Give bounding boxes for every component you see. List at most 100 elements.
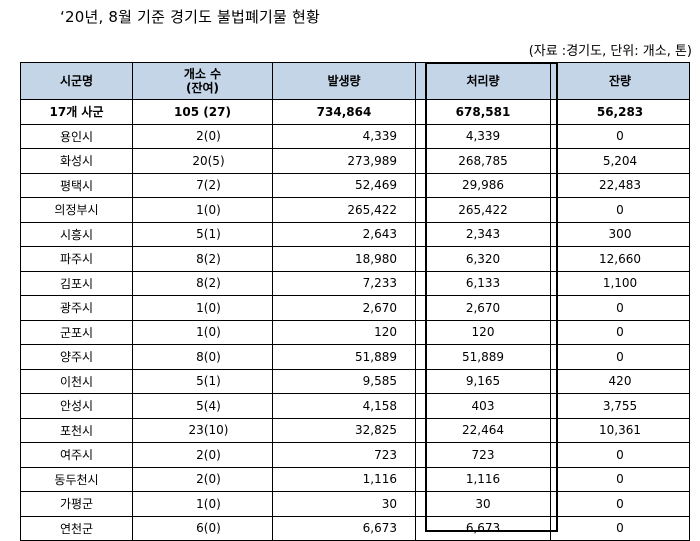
cell-processed: 403 — [415, 393, 551, 419]
header-generated: 발생량 — [272, 62, 416, 100]
cell-region: 파주시 — [20, 246, 133, 272]
cell-processed: 6,320 — [415, 246, 551, 272]
header-remaining: 잔량 — [550, 62, 690, 100]
total-count: 105 (27) — [132, 99, 273, 125]
cell-region: 연천군 — [20, 515, 133, 541]
header-region: 시군명 — [20, 62, 133, 100]
cell-region: 여주시 — [20, 442, 133, 468]
table-row: 양주시 8(0) 51,889 51,889 0 — [20, 344, 690, 370]
waste-status-table: 시군명 개소 수 (잔여) 발생량 처리량 잔량 17개 사군 105 (27)… — [20, 62, 690, 541]
cell-count: 2(0) — [132, 442, 273, 468]
cell-processed: 265,422 — [415, 197, 551, 223]
cell-region: 광주시 — [20, 295, 133, 321]
cell-remaining: 5,204 — [550, 148, 690, 174]
cell-remaining: 420 — [550, 368, 690, 394]
cell-count: 1(0) — [132, 295, 273, 321]
cell-count: 5(1) — [132, 368, 273, 394]
total-region: 17개 사군 — [20, 99, 133, 125]
table-row: 가평군 1(0) 30 30 0 — [20, 491, 690, 517]
cell-region: 김포시 — [20, 270, 133, 296]
total-processed: 678,581 — [415, 99, 551, 125]
table-row: 화성시 20(5) 273,989 268,785 5,204 — [20, 148, 690, 174]
table-row: 의정부시 1(0) 265,422 265,422 0 — [20, 197, 690, 223]
cell-remaining: 300 — [550, 221, 690, 247]
cell-processed: 120 — [415, 319, 551, 345]
header-row: 시군명 개소 수 (잔여) 발생량 처리량 잔량 — [20, 62, 690, 100]
cell-count: 1(0) — [132, 197, 273, 223]
cell-region: 평택시 — [20, 172, 133, 198]
source-unit-note: (자료 :경기도, 단위: 개소, 톤) — [528, 44, 692, 59]
cell-remaining: 22,483 — [550, 172, 690, 198]
table-row: 광주시 1(0) 2,670 2,670 0 — [20, 295, 690, 321]
cell-generated: 32,825 — [272, 417, 416, 443]
cell-region: 동두천시 — [20, 466, 133, 492]
cell-remaining: 0 — [550, 319, 690, 345]
total-row: 17개 사군 105 (27) 734,864 678,581 56,283 — [20, 99, 690, 125]
cell-processed: 9,165 — [415, 368, 551, 394]
cell-processed: 29,986 — [415, 172, 551, 198]
cell-processed: 30 — [415, 491, 551, 517]
cell-generated: 52,469 — [272, 172, 416, 198]
table-row: 파주시 8(2) 18,980 6,320 12,660 — [20, 246, 690, 272]
cell-region: 양주시 — [20, 344, 133, 370]
cell-count: 2(0) — [132, 123, 273, 149]
cell-processed: 1,116 — [415, 466, 551, 492]
cell-processed: 22,464 — [415, 417, 551, 443]
cell-remaining: 3,755 — [550, 393, 690, 419]
cell-generated: 18,980 — [272, 246, 416, 272]
cell-processed: 6,133 — [415, 270, 551, 296]
cell-processed: 6,673 — [415, 515, 551, 541]
cell-remaining: 12,660 — [550, 246, 690, 272]
cell-remaining: 0 — [550, 123, 690, 149]
table-row: 김포시 8(2) 7,233 6,133 1,100 — [20, 270, 690, 296]
cell-region: 시흥시 — [20, 221, 133, 247]
cell-region: 안성시 — [20, 393, 133, 419]
cell-remaining: 0 — [550, 295, 690, 321]
cell-generated: 30 — [272, 491, 416, 517]
cell-count: 1(0) — [132, 319, 273, 345]
cell-count: 20(5) — [132, 148, 273, 174]
cell-count: 8(2) — [132, 270, 273, 296]
cell-generated: 6,673 — [272, 515, 416, 541]
header-count-line2: (잔여) — [185, 81, 220, 95]
table-row: 안성시 5(4) 4,158 403 3,755 — [20, 393, 690, 419]
cell-count: 1(0) — [132, 491, 273, 517]
cell-generated: 7,233 — [272, 270, 416, 296]
cell-remaining: 0 — [550, 491, 690, 517]
header-processed: 처리량 — [415, 62, 551, 100]
header-count-line1: 개소 수 — [183, 67, 222, 81]
cell-remaining: 1,100 — [550, 270, 690, 296]
cell-remaining: 0 — [550, 197, 690, 223]
cell-region: 의정부시 — [20, 197, 133, 223]
cell-generated: 4,158 — [272, 393, 416, 419]
cell-count: 5(4) — [132, 393, 273, 419]
cell-count: 7(2) — [132, 172, 273, 198]
table-row: 군포시 1(0) 120 120 0 — [20, 319, 690, 345]
cell-remaining: 10,361 — [550, 417, 690, 443]
cell-processed: 2,670 — [415, 295, 551, 321]
cell-count: 6(0) — [132, 515, 273, 541]
header-count: 개소 수 (잔여) — [132, 62, 273, 100]
table-row: 연천군 6(0) 6,673 6,673 0 — [20, 515, 690, 541]
total-generated: 734,864 — [272, 99, 416, 125]
page-title: ‘20년, 8월 기준 경기도 불법폐기물 현황 — [60, 8, 321, 26]
cell-generated: 4,339 — [272, 123, 416, 149]
cell-processed: 4,339 — [415, 123, 551, 149]
cell-processed: 268,785 — [415, 148, 551, 174]
cell-generated: 273,989 — [272, 148, 416, 174]
cell-generated: 9,585 — [272, 368, 416, 394]
cell-region: 가평군 — [20, 491, 133, 517]
cell-region: 화성시 — [20, 148, 133, 174]
table-row: 평택시 7(2) 52,469 29,986 22,483 — [20, 172, 690, 198]
cell-generated: 1,116 — [272, 466, 416, 492]
table-row: 여주시 2(0) 723 723 0 — [20, 442, 690, 468]
total-remaining: 56,283 — [550, 99, 690, 125]
cell-count: 8(2) — [132, 246, 273, 272]
table-row: 동두천시 2(0) 1,116 1,116 0 — [20, 466, 690, 492]
table-row: 포천시 23(10) 32,825 22,464 10,361 — [20, 417, 690, 443]
table-row: 시흥시 5(1) 2,643 2,343 300 — [20, 221, 690, 247]
cell-generated: 120 — [272, 319, 416, 345]
cell-remaining: 0 — [550, 466, 690, 492]
cell-processed: 51,889 — [415, 344, 551, 370]
cell-generated: 51,889 — [272, 344, 416, 370]
